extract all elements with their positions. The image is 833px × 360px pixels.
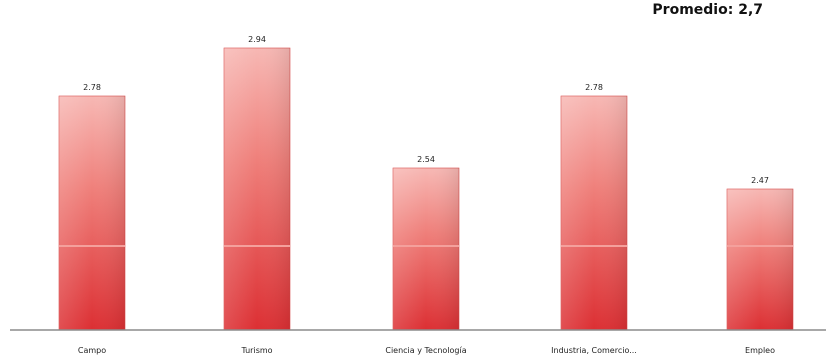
value-label-1: 2.94 <box>248 35 266 44</box>
value-label-2: 2.54 <box>417 155 435 164</box>
bars-group <box>58 47 794 331</box>
value-label-0: 2.78 <box>83 83 101 92</box>
category-label-1: Turismo <box>240 346 272 355</box>
category-label-0: Campo <box>78 346 106 355</box>
bar-shine-0 <box>59 96 125 330</box>
bar-shine-4 <box>727 189 793 330</box>
bar-shine-1 <box>224 48 290 330</box>
category-label-4: Empleo <box>745 346 775 355</box>
value-label-3: 2.78 <box>585 83 603 92</box>
category-label-3: Industria, Comercio... <box>551 346 637 355</box>
category-label-2: Ciencia y Tecnología <box>385 346 466 355</box>
average-label: Promedio: 2,7 <box>652 2 763 18</box>
bar-shine-2 <box>393 168 459 330</box>
bar-shine-3 <box>561 96 627 330</box>
labels-group: 2.78 Campo 2.94 Turismo 2.54 Ciencia y Tecnol… <box>78 35 775 355</box>
value-label-4: 2.47 <box>751 176 769 185</box>
